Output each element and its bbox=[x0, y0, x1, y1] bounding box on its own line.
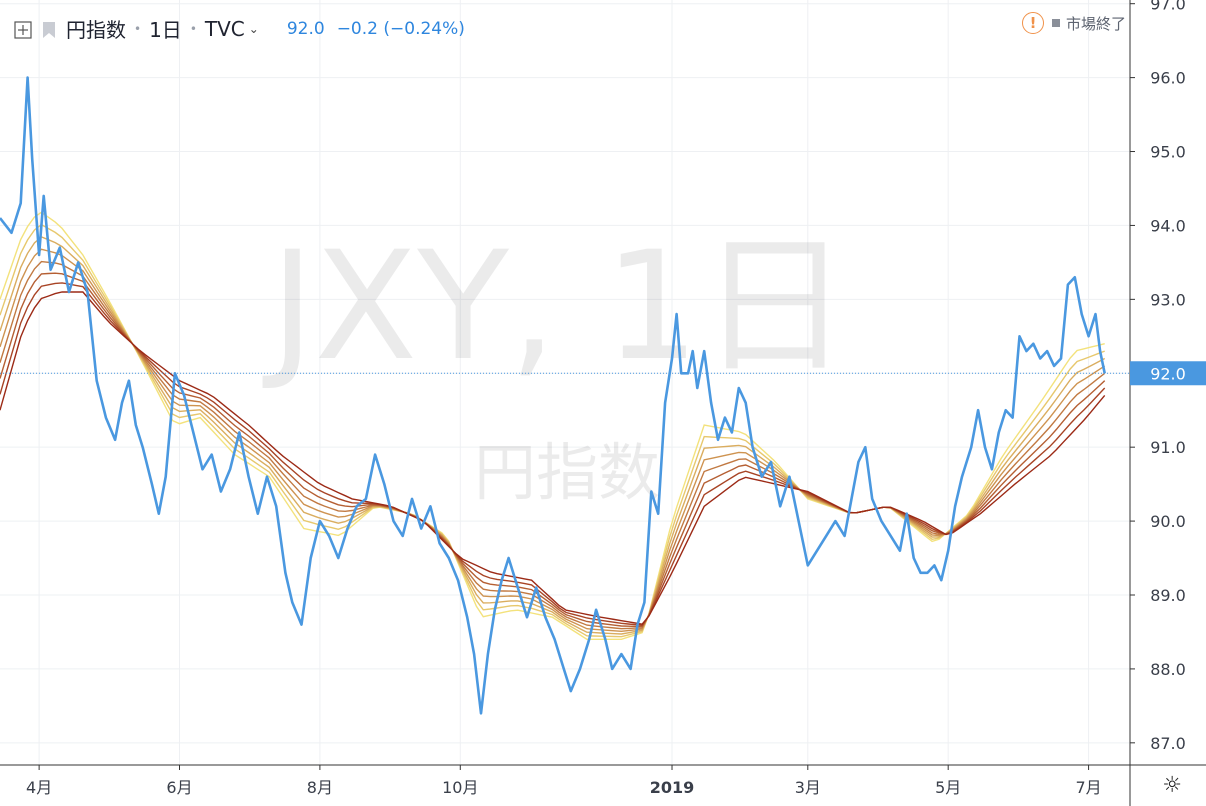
price-series-line bbox=[0, 76, 1106, 715]
x-tick-label: 4月 bbox=[26, 778, 52, 797]
x-tick-label: 2019 bbox=[650, 778, 695, 797]
x-tick-label: 5月 bbox=[935, 778, 961, 797]
price-change: −0.2 (−0.24%) bbox=[336, 18, 465, 39]
current-price-tag bbox=[1130, 361, 1206, 386]
market-status: ! 市場終了 bbox=[1021, 12, 1126, 34]
ribbon-line-1 bbox=[0, 211, 1105, 640]
y-tick-label: 87.0 bbox=[1150, 734, 1186, 753]
y-tick-label: 95.0 bbox=[1150, 143, 1186, 162]
ribbon-line-4 bbox=[0, 248, 1106, 633]
x-tick-label: 10月 bbox=[442, 778, 478, 797]
flag-icon bbox=[42, 20, 56, 38]
y-tick-label: 91.0 bbox=[1150, 438, 1186, 457]
watermark-symbol: JXY, 1日 bbox=[262, 220, 849, 394]
exchange-label[interactable]: TVC bbox=[204, 16, 245, 41]
ribbon-line-8 bbox=[0, 291, 1106, 625]
separator-dot: • bbox=[134, 21, 142, 36]
current-price-label: 92.0 bbox=[1150, 364, 1186, 383]
ribbon-line-7 bbox=[0, 282, 1106, 627]
warning-icon[interactable]: ! bbox=[1021, 12, 1044, 34]
x-tick-label: 7月 bbox=[1075, 778, 1101, 797]
price-line bbox=[0, 76, 1106, 715]
y-tick-label: 94.0 bbox=[1150, 216, 1186, 235]
chevron-down-icon[interactable]: ⌄ bbox=[248, 21, 259, 36]
last-price: 92.0 bbox=[286, 18, 325, 39]
y-tick-label: 89.0 bbox=[1150, 586, 1186, 605]
y-tick-label: 90.0 bbox=[1150, 512, 1186, 531]
status-square-icon bbox=[1051, 19, 1060, 27]
chart-header: 円指数 • 1日 • TVC ⌄ 92.0 −0.2 (−0.24%) bbox=[14, 14, 477, 43]
interval-label[interactable]: 1日 bbox=[149, 18, 182, 42]
ribbon-line-2 bbox=[0, 223, 1105, 638]
watermark-name: 円指数 bbox=[474, 436, 660, 509]
plus-square-icon[interactable] bbox=[14, 20, 32, 39]
ribbon-line-3 bbox=[0, 236, 1106, 635]
x-tick-label: 8月 bbox=[307, 778, 333, 797]
y-tick-label: 96.0 bbox=[1150, 69, 1186, 88]
symbol-name[interactable]: 円指数 bbox=[66, 18, 126, 42]
separator-dot: • bbox=[189, 21, 197, 36]
x-tick-label: 3月 bbox=[795, 778, 821, 797]
sun-icon[interactable]: ☼ bbox=[1162, 773, 1182, 798]
y-tick-label: 97.0 bbox=[1150, 0, 1186, 14]
y-tick-label: 88.0 bbox=[1150, 660, 1186, 679]
x-tick-label: 6月 bbox=[166, 778, 192, 797]
y-tick-label: 93.0 bbox=[1150, 290, 1186, 309]
market-status-text: 市場終了 bbox=[1065, 14, 1126, 33]
